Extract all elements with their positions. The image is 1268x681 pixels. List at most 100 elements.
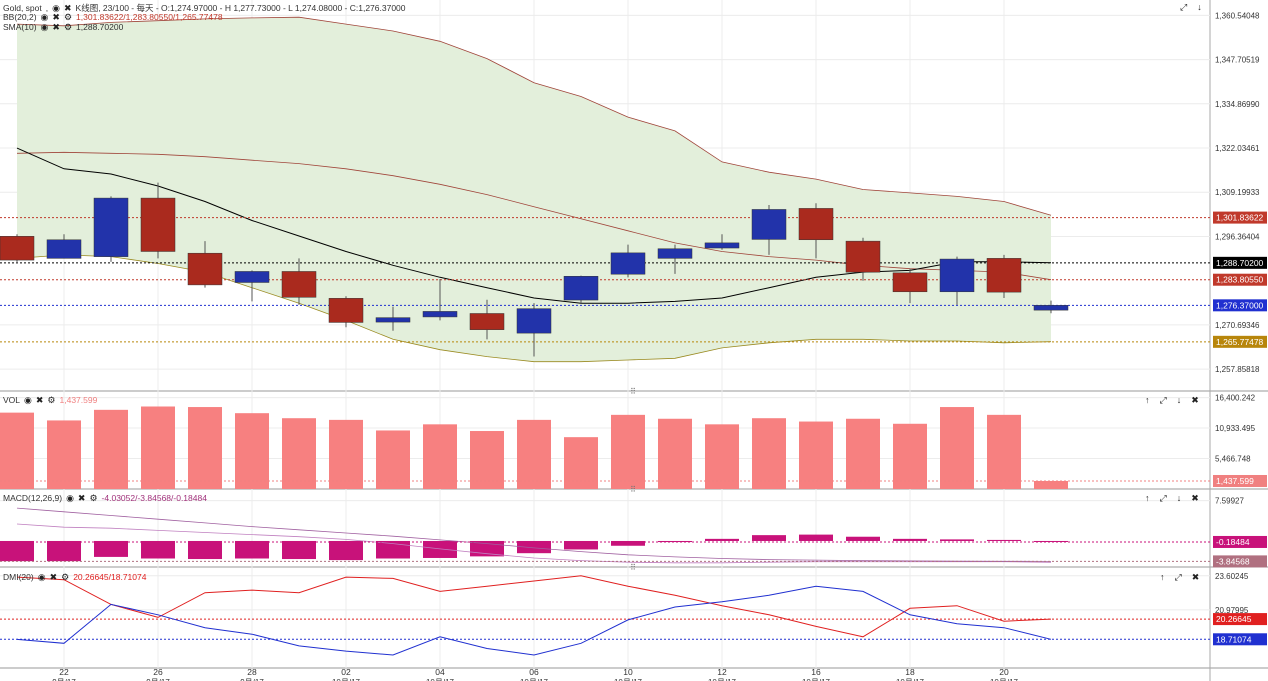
close-icon[interactable]: ✖ — [35, 394, 44, 405]
candle-body — [939, 258, 975, 293]
volume-bar — [282, 418, 316, 489]
dmi-value: 20.26645/18.71074 — [73, 572, 147, 582]
close-icon[interactable]: ✖ — [1191, 572, 1200, 582]
candle-body — [234, 271, 270, 283]
candle-body — [469, 313, 505, 330]
macd-histogram-bar — [188, 540, 222, 560]
candle-body — [140, 197, 176, 252]
candle-body — [281, 271, 317, 298]
dmi-minus-line — [16, 585, 1052, 656]
macd-histogram-bar — [94, 540, 128, 557]
arrow-up-icon[interactable]: ↑ — [1145, 493, 1150, 503]
volume-bar — [376, 430, 410, 489]
y-tick-label: 1,334.86990 — [1215, 100, 1260, 109]
macd-histogram-bar — [752, 535, 786, 541]
maximize-icon[interactable]: ⤢ — [1180, 2, 1188, 12]
eye-icon[interactable]: ◉ — [24, 394, 32, 405]
candle-body — [93, 197, 129, 257]
gear-icon[interactable]: ⚙ — [89, 492, 98, 503]
bb-values: 1,301.83622/1,283.80550/1,265.77478 — [76, 12, 223, 22]
macd-signal-line — [16, 507, 1052, 562]
macd-histogram-bar — [376, 540, 410, 559]
candle-body — [610, 252, 646, 275]
candle-body — [375, 317, 411, 323]
volume-bar — [517, 419, 551, 489]
maximize-icon[interactable]: ⤢ — [1174, 572, 1182, 582]
x-month-label: 10月/17 — [332, 678, 361, 681]
arrow-down-icon[interactable]: ↓ — [1197, 2, 1202, 12]
candle-body — [516, 308, 552, 334]
y-tick-label: 1,360.54048 — [1215, 11, 1260, 20]
y-tick-label: 7.59927 — [1215, 497, 1244, 506]
close-icon[interactable]: ✖ — [52, 21, 60, 32]
volume-bar — [141, 406, 175, 489]
macd-histogram-bar — [799, 534, 833, 541]
close-icon[interactable]: ✖ — [49, 571, 58, 582]
price-label-box — [1213, 211, 1267, 224]
price-label-box — [1213, 613, 1267, 626]
price-label: 1,301.83622 — [1216, 213, 1264, 223]
arrow-down-icon[interactable]: ↓ — [1176, 395, 1182, 405]
volume-bar — [705, 424, 739, 489]
candle-body — [0, 236, 35, 261]
x-tick-label: 16 — [811, 667, 821, 677]
y-tick-label: 1,322.03461 — [1215, 144, 1260, 153]
y-tick-label: 1,270.69346 — [1215, 321, 1260, 330]
close-icon[interactable]: ✖ — [1191, 395, 1199, 405]
candle-body — [986, 258, 1022, 293]
gear-icon[interactable]: ⚙ — [63, 21, 73, 32]
x-month-label: 10月/17 — [802, 678, 831, 681]
y-tick-label: 1,257.85818 — [1215, 365, 1260, 374]
macd-label: MACD(12,26,9) — [3, 493, 63, 503]
eye-icon[interactable]: ◉ — [40, 11, 49, 22]
price-label-box — [1213, 633, 1267, 646]
gear-icon[interactable]: ⚙ — [61, 571, 70, 582]
dmi-plus-line — [16, 575, 1052, 638]
close-icon[interactable]: ✖ — [52, 11, 60, 22]
volume-bar — [329, 419, 363, 489]
close-icon[interactable]: ✖ — [63, 2, 72, 13]
candle-body — [187, 252, 223, 286]
macd-histogram-bar — [611, 540, 645, 546]
x-month-label: 9月/17 — [240, 678, 264, 681]
arrow-up-icon[interactable]: ↑ — [1145, 395, 1150, 405]
volume-bar — [940, 407, 974, 489]
x-month-label: 10月/17 — [426, 678, 455, 681]
macd-histogram-bar — [940, 539, 974, 541]
macd-value: -4.03052/-3.84568/-0.18484 — [101, 493, 207, 503]
eye-icon[interactable]: ◉ — [37, 571, 46, 582]
price-label: 1,288.70200 — [1216, 258, 1264, 268]
vol-label: VOL — [3, 395, 21, 405]
candle-body — [657, 248, 693, 259]
dmi-label: DMI(20) — [3, 572, 34, 582]
macd-histogram-bar — [329, 540, 363, 561]
close-icon[interactable]: ✖ — [1191, 493, 1199, 503]
sma-value: 1,288.70200 — [76, 22, 124, 32]
price-label-box — [1213, 299, 1267, 312]
arrow-down-icon[interactable]: ↓ — [1176, 493, 1182, 503]
eye-icon[interactable]: ◉ — [40, 21, 49, 32]
price-label: 1,283.80550 — [1216, 275, 1264, 285]
maximize-icon[interactable]: ⤢ — [1159, 395, 1167, 405]
macd-histogram-bar — [0, 540, 34, 562]
y-tick-label: 20.97995 — [1215, 606, 1249, 615]
volume-bar — [611, 414, 645, 489]
maximize-icon[interactable]: ⤢ — [1159, 493, 1167, 503]
volume-bar — [235, 413, 269, 489]
volume-bar — [564, 437, 598, 489]
macd-line — [16, 523, 1052, 564]
volume-bar — [423, 424, 457, 489]
sma-header-row: SMA(10) ◉ ✖ ⚙ 1,288.70200 — [3, 22, 123, 32]
arrow-up-icon[interactable]: ↑ — [1160, 572, 1165, 582]
eye-icon[interactable]: ◉ — [66, 492, 74, 503]
gear-icon[interactable]: ⚙ — [63, 11, 73, 22]
ohlc-info: K线图, 23/100 - 每天 - O:1,274.97000 - H 1,2… — [75, 3, 406, 13]
macd-histogram-bar — [423, 540, 457, 558]
gear-icon[interactable]: ⚙ — [47, 394, 56, 405]
eye-icon[interactable]: ◉ — [52, 2, 60, 13]
price-label: 1,265.77478 — [1216, 337, 1264, 347]
macd-histogram-bar — [517, 540, 551, 554]
close-icon[interactable]: ✖ — [77, 492, 86, 503]
x-tick-label: 18 — [905, 667, 915, 677]
